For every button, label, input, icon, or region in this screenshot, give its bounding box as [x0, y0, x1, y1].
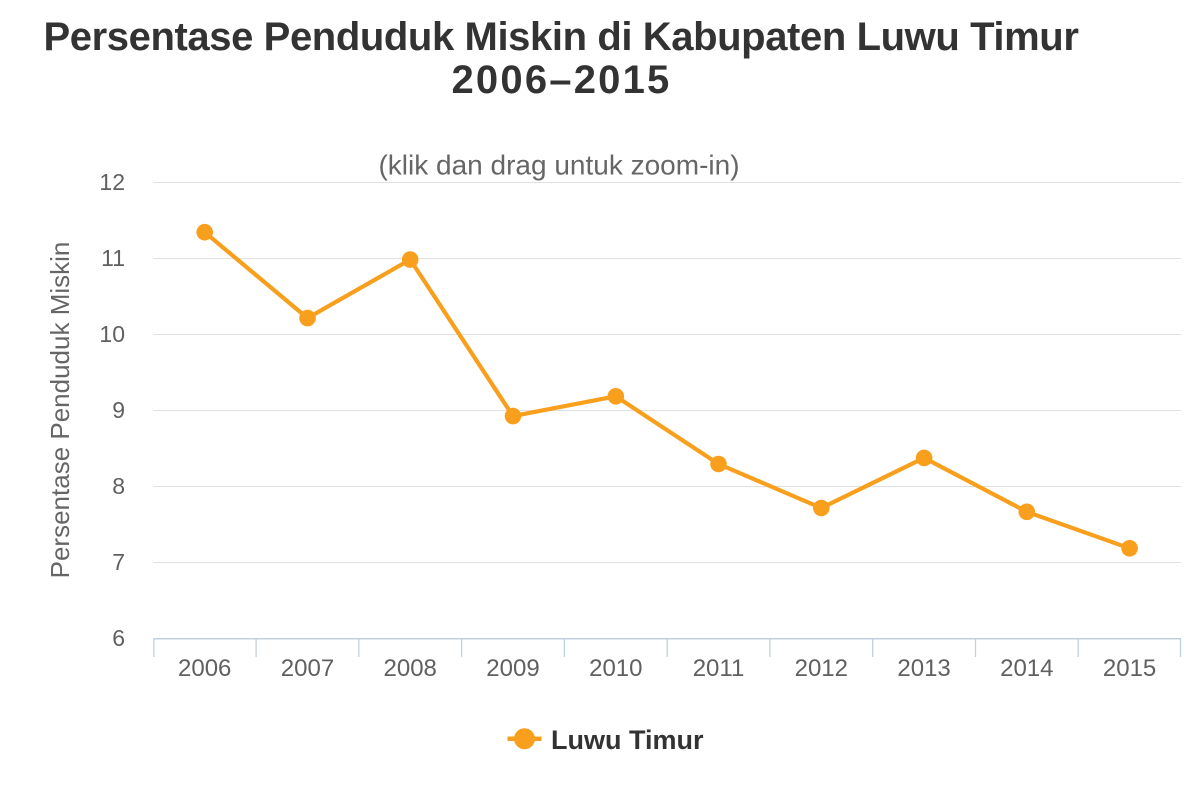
svg-text:(klik dan drag untuk zoom-in): (klik dan drag untuk zoom-in): [378, 150, 739, 181]
svg-text:2011: 2011: [693, 655, 745, 682]
svg-text:12: 12: [99, 169, 125, 195]
svg-text:10: 10: [99, 321, 125, 347]
svg-text:2006–2015: 2006–2015: [451, 58, 671, 102]
svg-text:7: 7: [112, 549, 125, 575]
svg-text:Luwu Timur: Luwu Timur: [551, 725, 704, 755]
svg-text:2012: 2012: [795, 655, 848, 682]
svg-text:11: 11: [101, 245, 125, 271]
svg-text:2013: 2013: [897, 655, 950, 682]
svg-text:2015: 2015: [1103, 655, 1156, 682]
svg-text:2008: 2008: [384, 655, 437, 682]
svg-text:2007: 2007: [281, 655, 334, 682]
svg-text:2010: 2010: [589, 655, 642, 682]
svg-text:6: 6: [112, 625, 125, 651]
svg-text:8: 8: [112, 473, 125, 499]
svg-text:2009: 2009: [486, 655, 539, 682]
svg-text:2014: 2014: [1000, 655, 1053, 682]
svg-text:Persentase Penduduk Miskin: Persentase Penduduk Miskin: [45, 242, 75, 579]
svg-text:Persentase Penduduk Miskin di: Persentase Penduduk Miskin di Kabupaten …: [43, 15, 1078, 59]
svg-text:9: 9: [112, 397, 125, 423]
svg-text:2006: 2006: [178, 655, 231, 682]
